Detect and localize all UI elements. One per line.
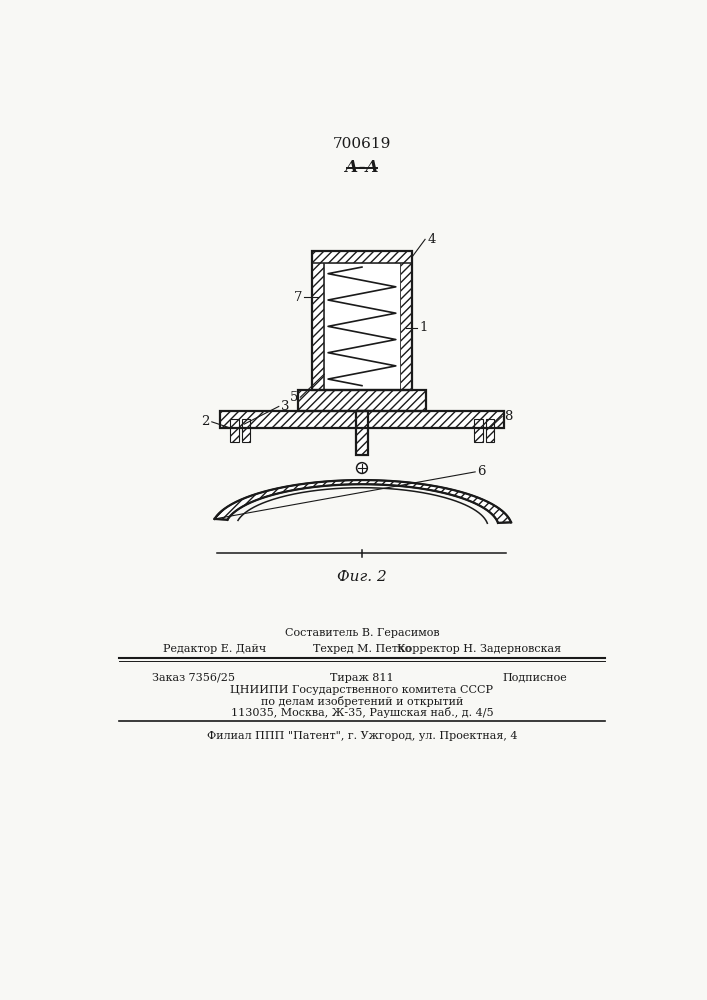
Bar [312,251,412,389]
Text: 3: 3 [281,400,290,413]
Bar [325,263,399,389]
Text: 1: 1 [420,321,428,334]
Bar [219,411,504,428]
Text: Техред М. Петко: Техред М. Петко [312,644,411,654]
Text: по делам изобретений и открытий: по делам изобретений и открытий [261,696,463,707]
Text: Подписное: Подписное [502,673,567,683]
Text: Филиал ППП "Патент", г. Ужгород, ул. Проектная, 4: Филиал ППП "Патент", г. Ужгород, ул. Про… [206,731,518,741]
Bar [242,419,250,442]
Bar [474,419,483,442]
Bar [399,251,412,389]
Bar [486,419,494,442]
Bar [219,411,504,428]
Text: 700619: 700619 [333,137,391,151]
Text: 4: 4 [428,233,436,246]
Circle shape [356,463,368,473]
Text: А-А: А-А [345,158,379,176]
Text: 6: 6 [477,465,486,478]
Bar [312,251,412,263]
Text: ЦНИИПИ Государственного комитета СССР: ЦНИИПИ Государственного комитета СССР [230,685,493,695]
Text: 113035, Москва, Ж-35, Раушская наб., д. 4/5: 113035, Москва, Ж-35, Раушская наб., д. … [230,707,493,718]
Polygon shape [214,480,511,523]
Text: 5: 5 [290,391,298,404]
Text: 7: 7 [293,291,302,304]
Text: Корректор Н. Задерновская: Корректор Н. Задерновская [397,644,561,654]
Text: Заказ 7356/25: Заказ 7356/25 [152,673,235,683]
Text: Фиг. 2: Фиг. 2 [337,570,387,584]
Text: Тираж 811: Тираж 811 [330,673,394,683]
Text: Составитель В. Герасимов: Составитель В. Герасимов [285,628,439,638]
Polygon shape [214,480,511,523]
Bar [356,411,368,455]
Text: Редактор Е. Дайч: Редактор Е. Дайч [163,644,267,654]
Text: 8: 8 [504,410,513,423]
Text: 2: 2 [201,415,209,428]
Bar [230,419,239,442]
Bar [298,389,426,411]
Bar [356,411,368,455]
Bar [298,389,426,411]
Bar [312,251,325,389]
